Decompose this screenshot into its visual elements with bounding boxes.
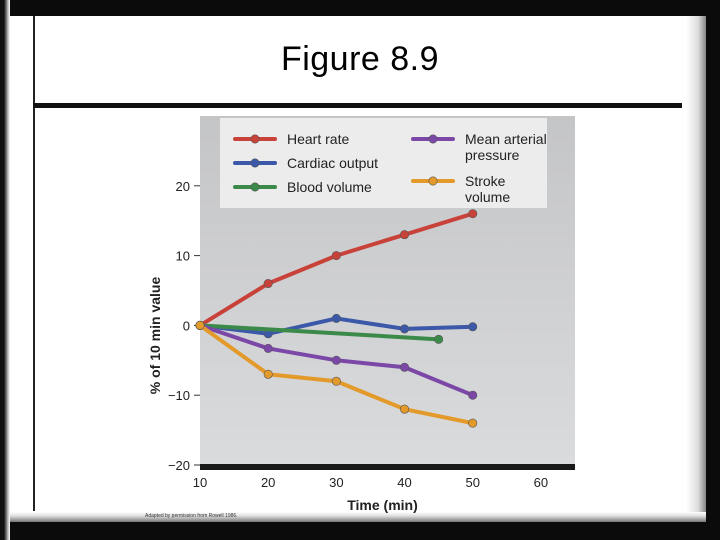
data-point	[263, 369, 273, 379]
x-tick-label: 50	[465, 475, 479, 490]
data-point	[468, 209, 478, 219]
source-note: Adapted by permission from Rowell 1986.	[145, 513, 238, 519]
legend-label: Blood volume	[287, 179, 372, 195]
chart-figure: Heart rate Cardiac output Blood volume Mean…	[140, 110, 580, 520]
legend-item: Heart rate	[233, 131, 349, 147]
legend-swatch-marker	[250, 158, 260, 168]
y-tick-label: 0	[183, 318, 190, 333]
data-point	[400, 324, 410, 334]
data-point	[195, 320, 205, 330]
y-tick-label: 10	[176, 249, 190, 264]
data-point	[331, 376, 341, 386]
slide-frame-bottom	[0, 522, 720, 540]
title-rule-vertical	[33, 16, 35, 511]
data-point	[331, 251, 341, 261]
slide-frame-left	[0, 0, 10, 540]
legend-item: Cardiac output	[233, 155, 378, 171]
legend-label: Mean arterial	[465, 131, 547, 147]
data-point	[331, 313, 341, 323]
slide-frame-top	[0, 0, 720, 16]
slide-frame-right	[706, 0, 720, 540]
x-axis-label: Time (min)	[347, 497, 418, 513]
line-chart: Heart rate Cardiac output Blood volume Mean…	[145, 116, 575, 519]
data-point	[263, 279, 273, 289]
y-tick-label: −10	[168, 388, 190, 403]
y-axis-label: % of 10 min value	[147, 277, 163, 395]
legend-item: Blood volume	[233, 179, 372, 195]
data-point	[331, 355, 341, 365]
legend-swatch-marker	[428, 176, 438, 186]
x-axis-bar	[200, 464, 575, 470]
data-point	[434, 334, 444, 344]
data-point	[400, 362, 410, 372]
title-rule-horizontal	[33, 103, 682, 108]
legend-swatch-marker	[250, 134, 260, 144]
legend-label: Cardiac output	[287, 155, 378, 171]
x-tick-label: 20	[261, 475, 275, 490]
legend-swatch-marker	[250, 182, 260, 192]
data-point	[400, 230, 410, 240]
data-point	[468, 390, 478, 400]
legend: Heart rate Cardiac output Blood volume Mean…	[220, 118, 547, 208]
series-line	[198, 323, 441, 342]
data-point	[400, 404, 410, 414]
legend-label: Stroke	[465, 173, 506, 189]
x-tick-label: 60	[534, 475, 548, 490]
legend-label: pressure	[465, 147, 520, 163]
y-tick-label: 20	[176, 179, 190, 194]
x-tick-label: 30	[329, 475, 343, 490]
slide-shadow-right	[686, 16, 706, 522]
series-stroke-volume	[195, 320, 478, 428]
slide-shadow-bottom	[10, 512, 706, 522]
data-point	[263, 343, 273, 353]
x-tick-label: 10	[193, 475, 207, 490]
legend-label: volume	[465, 189, 510, 205]
legend-swatch-marker	[428, 134, 438, 144]
y-tick-label: −20	[168, 458, 190, 473]
legend-label: Heart rate	[287, 131, 349, 147]
data-point	[468, 418, 478, 428]
x-tick-label: 40	[397, 475, 411, 490]
slide-title: Figure 8.9	[280, 40, 440, 78]
data-point	[468, 322, 478, 332]
